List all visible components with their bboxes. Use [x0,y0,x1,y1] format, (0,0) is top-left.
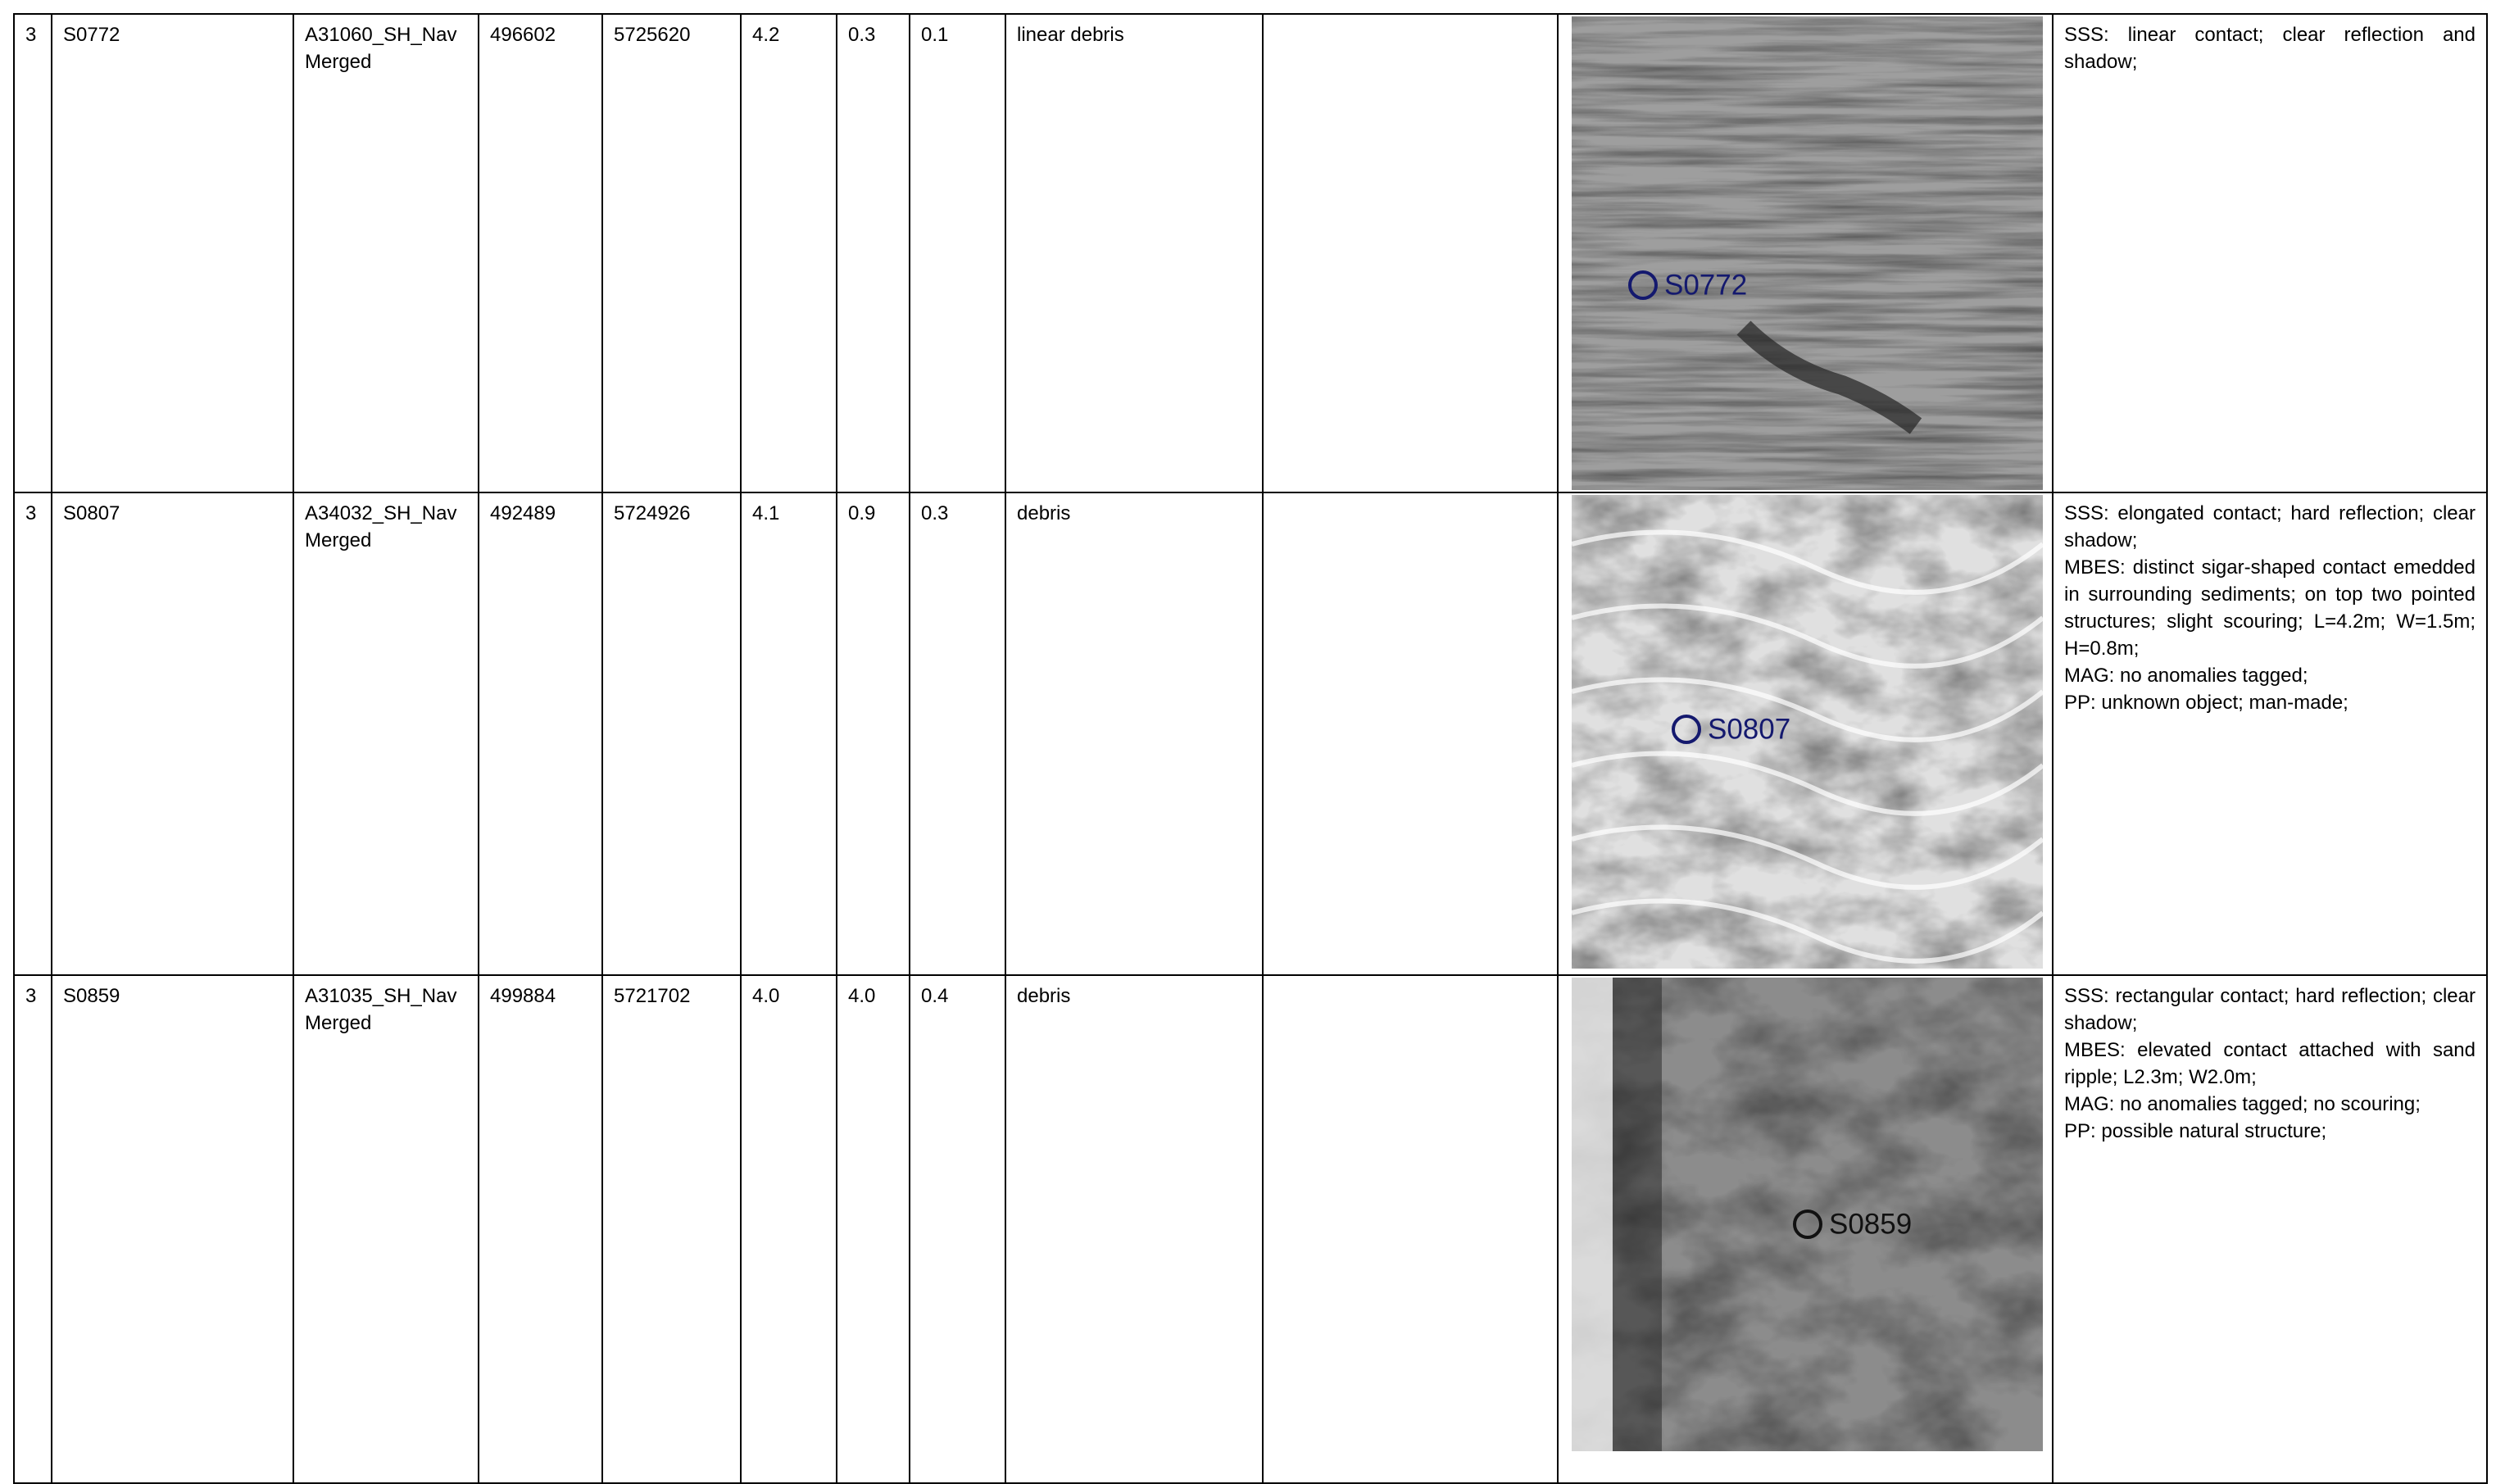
target-ring [1793,1209,1822,1239]
remark-line: MAG: no anomalies tagged; [2064,665,2308,687]
table-cell: 3 [13,974,52,1484]
sonar-image: S0772 [1572,16,2043,490]
ripple [1572,898,2043,964]
table-cell: A34032_SH_Nav Merged [293,492,479,976]
table-cell: debris [1005,492,1264,976]
table-row: 3 S0807 A34032_SH_Nav Merged 492489 5724926 4… [13,492,2488,976]
table-cell: A31035_SH_Nav Merged [293,974,479,1484]
dark-band [1613,978,1662,1451]
table-cell: 3 [13,492,52,976]
remark-line: MBES: distinct sigar-shaped contact emed… [2064,556,2476,660]
page: {"table": {"rows": [ {"cells": ["3", "S0… [13,13,2488,1484]
table-row: 3 S0859 A31035_SH_Nav Merged 499884 5721702 4… [13,974,2488,1484]
target-label: S0772 [1664,269,1747,301]
table-cell: 0.4 [909,974,1006,1484]
ripple [1572,677,2043,742]
table-cell: 0.9 [836,492,910,976]
ripple [1572,603,2043,669]
target-label: S0807 [1708,713,1790,745]
remarks-cell: SSS: linear contact; clear reflection an… [2052,13,2488,493]
remark-line: PP: possible natural structure; [2064,1120,2327,1142]
target-ring [1628,270,1658,300]
contact-table: 3 S0772 A31060_SH_Nav Merged 496602 5725620 4… [13,13,2488,1484]
image-texture [1572,16,2043,490]
table-cell: S0859 [51,974,294,1484]
image-cell: S0807 [1557,492,2054,976]
table-cell: 5724926 [601,492,742,976]
table-cell: 0.3 [909,492,1006,976]
table-cell: 499884 [478,974,603,1484]
table-cell: 4.0 [740,974,837,1484]
ripple [1572,529,2043,595]
table-cell: 0.1 [909,13,1006,493]
table-cell: 4.2 [740,13,837,493]
table-cell: 5721702 [601,974,742,1484]
remark-line: MAG: no anomalies tagged; no scouring; [2064,1093,2421,1115]
ripple [1572,824,2043,890]
ripple [1572,751,2043,816]
remark-line: SSS: rectangular contact; hard reflectio… [2064,985,2476,1034]
table-cell: 0.3 [836,13,910,493]
table-cell: linear debris [1005,13,1264,493]
table-body: 3 S0772 A31060_SH_Nav Merged 496602 5725620 4… [13,13,2488,1484]
empty-cell [1262,492,1559,976]
remark-line: SSS: linear contact; clear reflection an… [2064,24,2476,73]
document: 3 S0772 A31060_SH_Nav Merged 496602 5725620 4… [13,13,2488,1484]
remark-line: MBES: elevated contact attached with san… [2064,1039,2476,1088]
object-shadow [1736,320,1922,434]
remark-line: SSS: elongated contact; hard reflection;… [2064,502,2476,551]
table-cell: 3 [13,13,52,493]
table-cell: 4.0 [836,974,910,1484]
remarks-cell: SSS: rectangular contact; hard reflectio… [2052,974,2488,1484]
table-cell: 5725620 [601,13,742,493]
table-cell: 492489 [478,492,603,976]
table-cell: 496602 [478,13,603,493]
water-column [1572,978,1613,1451]
target-ring [1672,715,1701,744]
table-cell: debris [1005,974,1264,1484]
remark-line: PP: unknown object; man-made; [2064,692,2349,714]
table-cell: S0807 [51,492,294,976]
remarks-cell: SSS: elongated contact; hard reflection;… [2052,492,2488,976]
empty-cell [1262,974,1559,1484]
table-cell: 4.1 [740,492,837,976]
table-cell: S0772 [51,13,294,493]
target-label: S0859 [1829,1208,1912,1240]
image-cell: S0859 [1557,974,2054,1484]
table-cell: A31060_SH_Nav Merged [293,13,479,493]
table-row: 3 S0772 A31060_SH_Nav Merged 496602 5725620 4… [13,13,2488,493]
sonar-image: S0807 [1572,495,2043,969]
image-cell: S0772 [1557,13,2054,493]
empty-cell [1262,13,1559,493]
sonar-image: S0859 [1572,978,2043,1451]
